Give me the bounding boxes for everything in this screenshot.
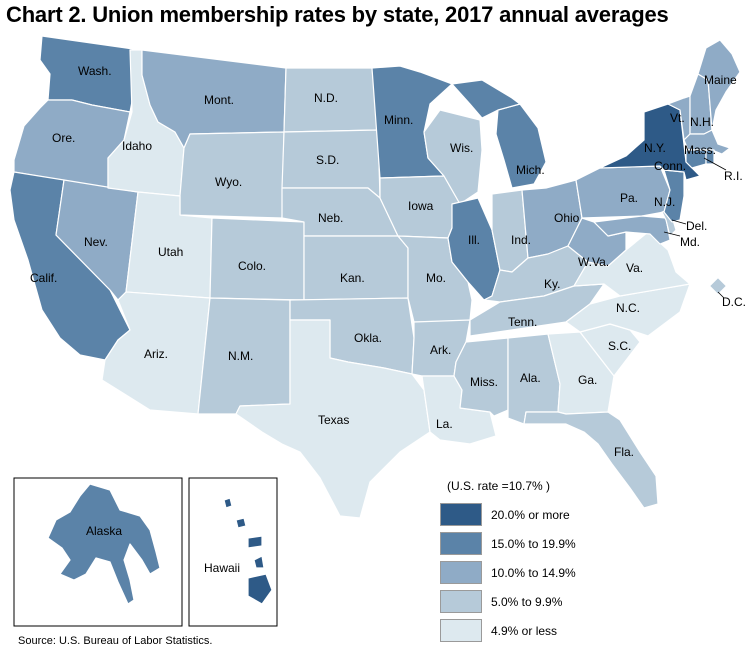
state-tx[interactable] bbox=[235, 319, 431, 519]
label-md: Md. bbox=[680, 235, 700, 249]
state-ak[interactable] bbox=[47, 483, 161, 605]
label-wy: Wyo. bbox=[215, 175, 242, 189]
label-fl: Fla. bbox=[614, 445, 634, 459]
label-al: Ala. bbox=[520, 371, 541, 385]
state-fl[interactable] bbox=[523, 411, 659, 509]
label-ar: Ark. bbox=[430, 343, 451, 357]
state-nc[interactable] bbox=[565, 283, 691, 337]
label-ny: N.Y. bbox=[644, 141, 666, 155]
label-mt: Mont. bbox=[204, 93, 234, 107]
label-mi: Mich. bbox=[516, 163, 545, 177]
legend-item: 15.0% to 19.9% bbox=[440, 529, 590, 558]
label-nh: N.H. bbox=[690, 115, 714, 129]
legend-swatch bbox=[440, 503, 482, 526]
state-mi-up[interactable] bbox=[451, 79, 521, 119]
leader-ri bbox=[703, 157, 727, 171]
label-nc: N.C. bbox=[616, 301, 640, 315]
label-sd: S.D. bbox=[316, 153, 339, 167]
state-ct[interactable] bbox=[685, 149, 707, 169]
label-wa: Wash. bbox=[78, 64, 112, 78]
label-ma: Mass. bbox=[684, 143, 716, 157]
label-ga: Ga. bbox=[578, 373, 597, 387]
label-sc: S.C. bbox=[608, 339, 631, 353]
legend-swatch bbox=[440, 561, 482, 584]
label-il: Ill. bbox=[468, 233, 480, 247]
label-co: Colo. bbox=[238, 259, 266, 273]
state-ks[interactable] bbox=[303, 235, 409, 301]
legend-title: (U.S. rate =10.7% ) bbox=[447, 479, 551, 493]
label-ok: Okla. bbox=[354, 331, 382, 345]
legend: 20.0% or more 15.0% to 19.9% 10.0% to 14… bbox=[440, 500, 590, 645]
state-mi[interactable] bbox=[495, 103, 547, 189]
legend-item: 4.9% or less bbox=[440, 616, 590, 645]
leader-de bbox=[671, 219, 687, 225]
label-de: Del. bbox=[686, 219, 707, 233]
chart-title: Chart 2. Union membership rates by state… bbox=[6, 2, 669, 27]
legend-swatch bbox=[440, 590, 482, 613]
leader-dc bbox=[717, 291, 725, 299]
legend-label: 15.0% to 19.9% bbox=[491, 536, 576, 551]
label-wv: W.Va. bbox=[578, 255, 609, 269]
label-ct: Conn. bbox=[654, 159, 686, 173]
label-ca: Calif. bbox=[30, 271, 57, 285]
label-va: Va. bbox=[626, 261, 643, 275]
label-mn: Minn. bbox=[384, 113, 413, 127]
legend-item: 5.0% to 9.9% bbox=[440, 587, 590, 616]
label-ky: Ky. bbox=[544, 277, 560, 291]
label-oh: Ohio bbox=[554, 211, 580, 225]
label-id: Idaho bbox=[122, 139, 152, 153]
legend-item: 10.0% to 14.9% bbox=[440, 558, 590, 587]
legend-label: 10.0% to 14.9% bbox=[491, 565, 576, 580]
label-ri: R.I. bbox=[724, 169, 743, 183]
legend-label: 20.0% or more bbox=[491, 507, 570, 522]
source-note: Source: U.S. Bureau of Labor Statistics. bbox=[18, 635, 213, 647]
label-wi: Wis. bbox=[450, 141, 473, 155]
state-me[interactable] bbox=[697, 39, 741, 131]
legend-label: 4.9% or less bbox=[491, 623, 558, 638]
label-ut: Utah bbox=[158, 245, 183, 259]
state-md[interactable] bbox=[593, 215, 671, 245]
label-pa: Pa. bbox=[620, 191, 638, 205]
label-mo: Mo. bbox=[426, 271, 446, 285]
legend-swatch bbox=[440, 619, 482, 642]
label-nj: N.J. bbox=[654, 195, 675, 209]
legend-item: 20.0% or more bbox=[440, 500, 590, 529]
legend-swatch bbox=[440, 532, 482, 555]
state-hi[interactable] bbox=[223, 497, 273, 605]
hawaii-inset bbox=[188, 477, 278, 627]
label-me: Maine bbox=[704, 73, 737, 87]
label-or: Ore. bbox=[52, 131, 75, 145]
label-tx: Texas bbox=[318, 413, 349, 427]
label-nd: N.D. bbox=[314, 91, 338, 105]
label-in: Ind. bbox=[511, 233, 531, 247]
leader-md bbox=[663, 231, 681, 237]
label-ak: Alaska bbox=[86, 524, 122, 538]
label-nv: Nev. bbox=[84, 235, 108, 249]
label-ia: Iowa bbox=[408, 199, 434, 213]
label-tn: Tenn. bbox=[508, 315, 537, 329]
state-dc[interactable] bbox=[708, 276, 728, 296]
label-nm: N.M. bbox=[228, 349, 253, 363]
label-la: La. bbox=[436, 417, 453, 431]
label-ms: Miss. bbox=[470, 375, 498, 389]
label-hi: Hawaii bbox=[204, 561, 240, 575]
label-ks: Kan. bbox=[340, 271, 365, 285]
legend-label: 5.0% to 9.9% bbox=[491, 594, 563, 609]
label-dc: D.C. bbox=[722, 295, 746, 309]
label-ne: Neb. bbox=[318, 211, 343, 225]
label-vt: Vt. bbox=[670, 111, 685, 125]
label-az: Ariz. bbox=[144, 347, 168, 361]
state-wi[interactable] bbox=[423, 109, 483, 205]
